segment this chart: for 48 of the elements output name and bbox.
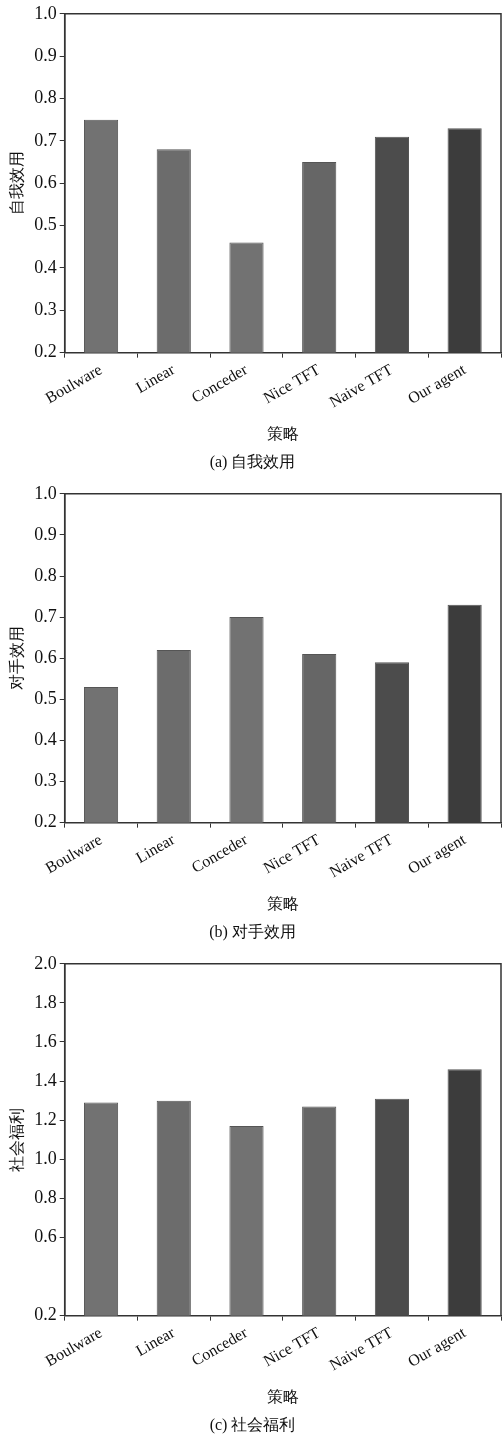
y-tick-label: 0.8 <box>34 1187 57 1208</box>
x-tick-label: Linear <box>132 830 178 867</box>
y-tick-label: 1.2 <box>34 1108 57 1129</box>
x-tick-label: Linear <box>132 1323 178 1360</box>
y-tick-label: 0.5 <box>34 214 57 235</box>
y-tick-label: 0.4 <box>34 729 57 750</box>
text: (a) 自我效用 <box>209 452 296 471</box>
y-tick-label: 1.4 <box>34 1069 57 1090</box>
text: (c) 社会福利 <box>209 1415 296 1434</box>
y-tick-label: 0.4 <box>34 256 57 277</box>
x-axis-title: 策略 <box>266 1388 299 1406</box>
x-axis-title: 策略 <box>266 425 299 443</box>
y-axis-title: 自我效用 <box>7 151 25 216</box>
y-tick-label: 0.9 <box>34 523 57 544</box>
y-axis-title: 社会福利 <box>7 1107 25 1172</box>
y-tick-label: 1.0 <box>34 2 57 23</box>
x-tick-label: Naive TFT <box>326 1323 396 1374</box>
y-tick-label: 0.6 <box>34 1226 57 1247</box>
y-tick-label: 0.2 <box>34 341 57 362</box>
y-tick-label: 0.6 <box>34 646 57 667</box>
x-axis-title: 策略 <box>266 895 299 913</box>
y-tick-label: 0.7 <box>34 129 57 150</box>
x-tick-label: Our agent <box>404 830 470 878</box>
y-tick-label: 1.0 <box>34 1148 57 1169</box>
y-tick-label: 0.6 <box>34 171 57 192</box>
y-tick-label: 0.3 <box>34 770 57 791</box>
x-tick-label: Naive TFT <box>326 360 396 411</box>
x-tick-label: Nice TFT <box>260 1323 323 1370</box>
x-tick-label: Nice TFT <box>260 360 323 407</box>
y-tick-label: 0.2 <box>34 811 57 832</box>
y-tick-label: 0.8 <box>34 87 57 108</box>
y-tick-label: 0.3 <box>34 299 57 320</box>
x-tick-label: Naive TFT <box>326 830 396 881</box>
y-tick-label: 2.0 <box>34 952 57 973</box>
y-tick-label: 1.6 <box>34 1030 57 1051</box>
y-tick-label: 0.7 <box>34 605 57 626</box>
y-tick-label: 0.5 <box>34 688 57 709</box>
y-tick-label: 0.2 <box>34 1304 57 1325</box>
y-tick-label: 0.9 <box>34 44 57 65</box>
y-axis-title: 对手效用 <box>7 626 25 691</box>
x-tick-label: Nice TFT <box>260 830 323 877</box>
x-tick-label: Linear <box>132 360 178 397</box>
y-tick-label: 1.8 <box>34 991 57 1012</box>
x-tick-label: Our agent <box>404 1323 470 1371</box>
y-tick-label: 0.8 <box>34 564 57 585</box>
text: (b) 对手效用 <box>209 922 296 941</box>
y-tick-label: 1.0 <box>34 482 57 503</box>
x-tick-label: Our agent <box>404 360 470 408</box>
